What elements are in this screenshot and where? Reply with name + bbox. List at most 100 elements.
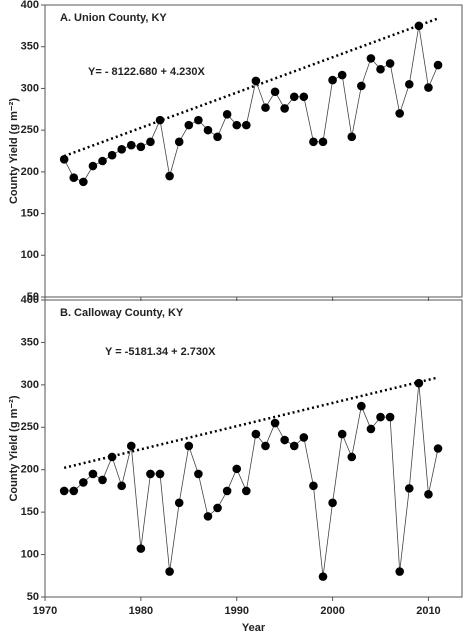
y-axis-label: County Yield (g m⁻²) [8,395,20,501]
plot-frame [44,299,463,598]
point [222,486,232,496]
point [395,567,404,576]
y-tick-label: 50 [27,291,39,303]
point [289,441,299,451]
point [404,79,414,89]
point [88,161,98,171]
point [261,441,270,451]
y-tick-label: 50 [27,591,39,603]
x-tick-label: 1990 [224,605,248,617]
point [357,401,366,411]
point [213,132,222,142]
point [242,486,251,496]
point [328,75,337,85]
point [385,412,395,422]
point [299,92,309,102]
point [155,115,165,125]
point [309,137,318,147]
point [385,59,395,68]
series-line [63,25,439,183]
point [126,441,136,451]
point [232,120,242,130]
point [117,145,126,154]
point [261,103,270,112]
point [232,464,242,474]
series-line [64,383,439,577]
point [194,115,203,125]
point [376,412,385,422]
y-tick-label: 250 [21,421,39,433]
point [366,424,376,434]
point [270,87,280,97]
point [155,469,165,479]
point [280,435,289,445]
point [174,498,184,508]
point [328,498,337,508]
point [299,433,309,442]
panel-title: B. Calloway County, KY [60,307,184,319]
point [59,486,69,496]
point [280,104,289,113]
point [165,171,174,181]
point [174,137,184,147]
point [98,475,107,485]
point [126,140,136,150]
point [79,478,88,487]
x-tick-label: 1980 [129,605,153,617]
point [146,137,155,147]
equation: Y = -5181.34 + 2.730X [105,346,216,358]
point [203,512,213,521]
point [376,64,385,74]
trend-line [63,376,439,470]
y-tick-label: 200 [21,166,39,178]
point [395,109,404,118]
point [136,544,146,553]
point [433,60,443,70]
point [136,142,146,152]
y-tick-label: 350 [21,336,39,348]
trend-line [63,17,439,158]
point [146,469,155,479]
point [309,481,318,491]
point [69,486,79,496]
point [289,92,299,102]
point [347,132,357,142]
point [270,418,280,428]
point [337,70,347,80]
y-tick-label: 250 [21,124,39,136]
point [318,572,328,581]
point [424,490,433,499]
y-tick-label: 350 [21,41,39,53]
equation: Y= - 8122.680 + 4.230X [88,66,205,78]
point [165,567,174,576]
y-tick-label: 400 [21,294,39,306]
y-tick-label: 200 [21,464,39,476]
point [184,120,194,130]
panel-title: A. Union County, KY [60,12,167,24]
y-tick-label: 100 [21,249,39,261]
x-axis-label: Year [242,622,266,634]
point [79,177,88,187]
point [203,125,213,135]
point [213,503,222,513]
y-tick-label: 300 [21,82,39,94]
point [337,429,347,439]
point [98,156,107,166]
point [59,155,69,164]
plot-frame [44,4,463,298]
point [69,173,79,182]
point [318,137,328,147]
x-tick-label: 1970 [33,605,57,617]
y-tick-label: 150 [21,506,39,518]
y-axis-label: County Yield (g m⁻²) [8,98,20,204]
y-tick-label: 150 [21,207,39,219]
point [414,21,424,31]
point [404,484,414,493]
point [424,83,433,92]
point [194,469,203,479]
point [251,429,261,439]
point [117,481,126,491]
point [222,109,232,119]
point [414,378,424,388]
